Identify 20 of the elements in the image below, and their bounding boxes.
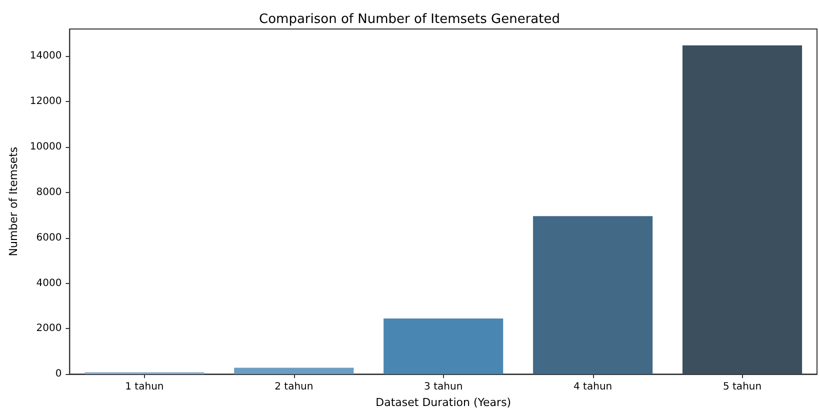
- bar: [682, 45, 802, 374]
- x-tick-label: 3 tahun: [424, 382, 463, 393]
- y-tick-label: 8000: [36, 186, 62, 198]
- x-tick-label: 2 tahun: [274, 382, 314, 393]
- x-tick-label: 4 tahun: [574, 382, 612, 393]
- y-tick-label: 14000: [30, 50, 62, 62]
- y-tick-label: 4000: [36, 278, 62, 289]
- chart-title: Comparison of Number of Itemsets Generated: [259, 12, 560, 27]
- bar: [234, 368, 354, 374]
- x-tick-label: 5 tahun: [722, 382, 762, 393]
- y-tick-label: 0: [55, 368, 62, 380]
- y-tick-label: 2000: [36, 323, 62, 334]
- y-axis-title: Number of Itemsets: [7, 146, 20, 256]
- x-axis-title: Dataset Duration (Years): [376, 396, 512, 409]
- bar: [533, 216, 653, 374]
- y-tick-label: 6000: [36, 232, 62, 244]
- x-tick-label: 1 tahun: [125, 382, 164, 393]
- bar: [384, 318, 504, 374]
- y-tick-label: 12000: [30, 96, 62, 108]
- y-tick-label: 10000: [30, 142, 62, 153]
